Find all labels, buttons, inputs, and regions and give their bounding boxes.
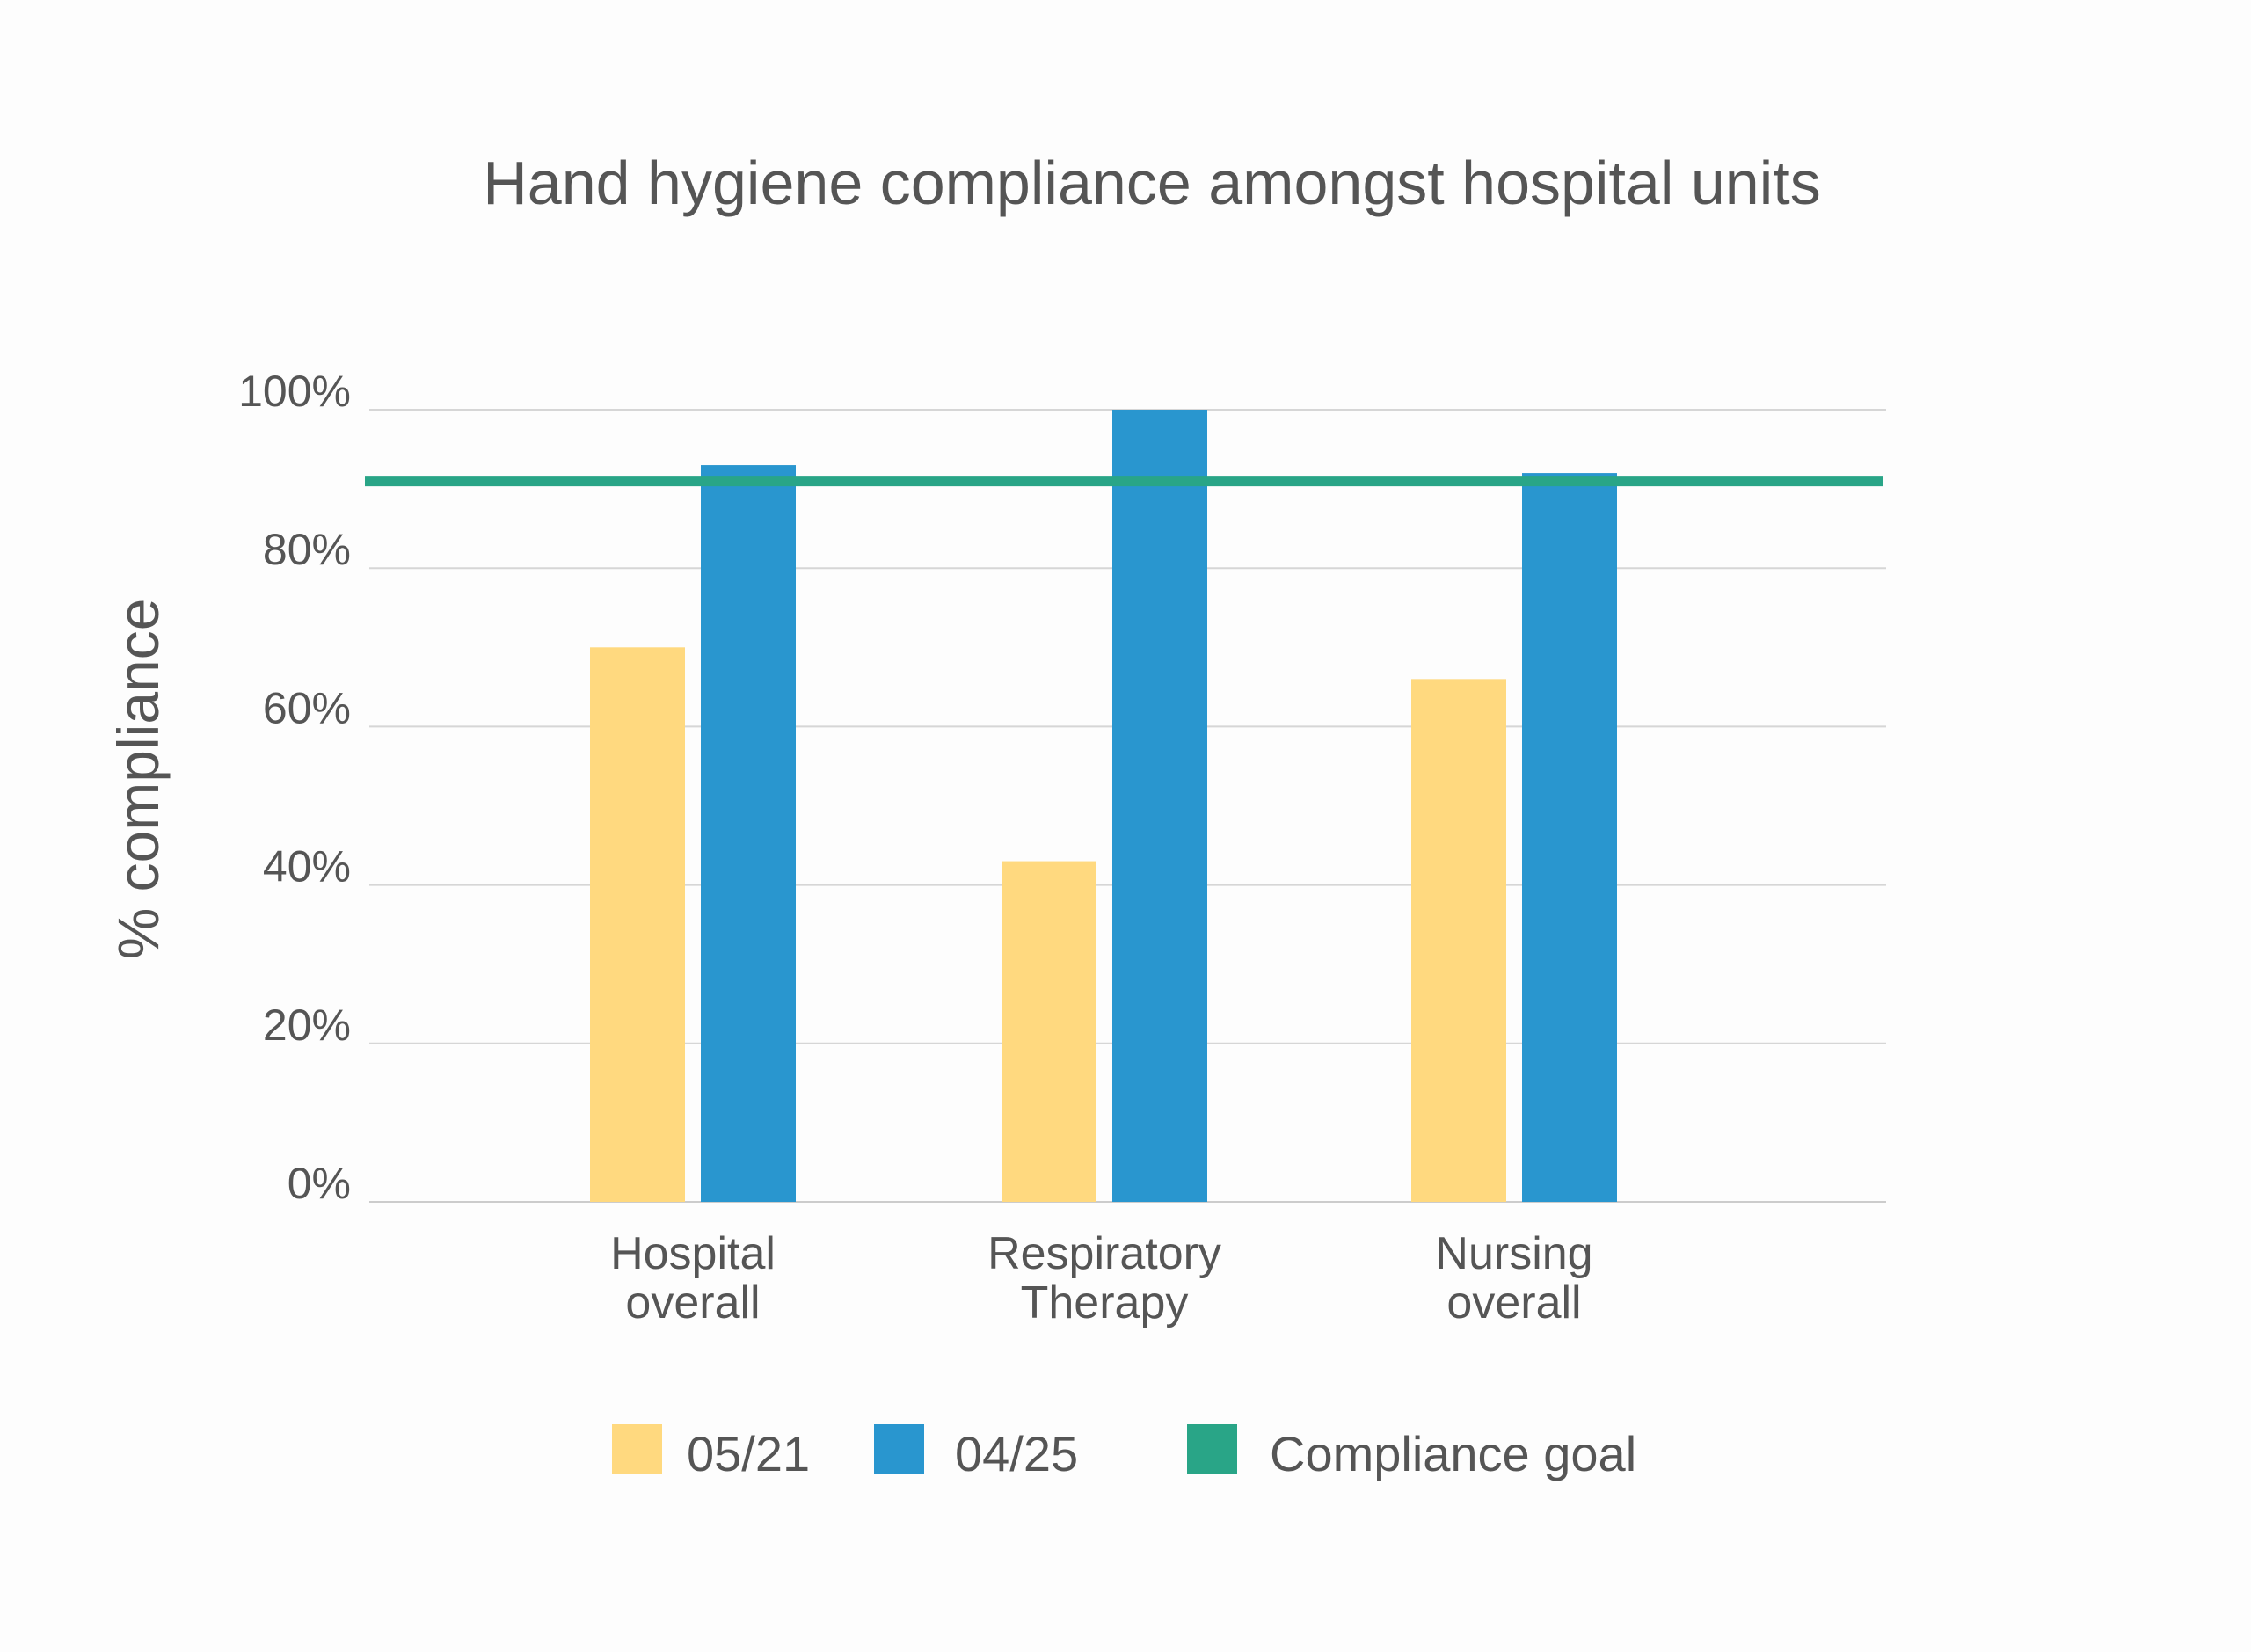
bar-04-25 — [1522, 473, 1617, 1202]
x-tick-label: overall — [1446, 1277, 1581, 1328]
legend-label: 04/25 — [955, 1426, 1078, 1481]
x-tick-label: Nursing — [1435, 1228, 1592, 1279]
legend-swatch — [1187, 1424, 1237, 1474]
bar-05-21 — [1411, 679, 1506, 1202]
x-tick-label: overall — [625, 1277, 760, 1328]
y-tick-label: 40% — [263, 842, 351, 891]
bar-05-21 — [590, 647, 685, 1202]
bar-05-21 — [1002, 861, 1096, 1202]
bar-04-25 — [701, 465, 796, 1202]
chart-title: Hand hygiene compliance amongst hospital… — [483, 149, 1820, 217]
y-tick-label: 80% — [263, 525, 351, 574]
y-tick-label: 60% — [263, 683, 351, 732]
legend-swatch — [874, 1424, 924, 1474]
legend-swatch — [612, 1424, 662, 1474]
y-axis-label: % compliance — [106, 599, 171, 960]
legend-label: Compliance goal — [1270, 1426, 1636, 1481]
y-tick-label: 0% — [288, 1159, 351, 1208]
x-tick-label: Hospital — [610, 1228, 776, 1279]
bar-04-25 — [1112, 410, 1207, 1202]
x-tick-label: Respiratory — [987, 1228, 1221, 1279]
x-tick-label: Therapy — [1021, 1277, 1189, 1328]
y-tick-label: 20% — [263, 1001, 351, 1050]
legend-label: 05/21 — [687, 1426, 810, 1481]
y-tick-label: 100% — [238, 367, 351, 416]
